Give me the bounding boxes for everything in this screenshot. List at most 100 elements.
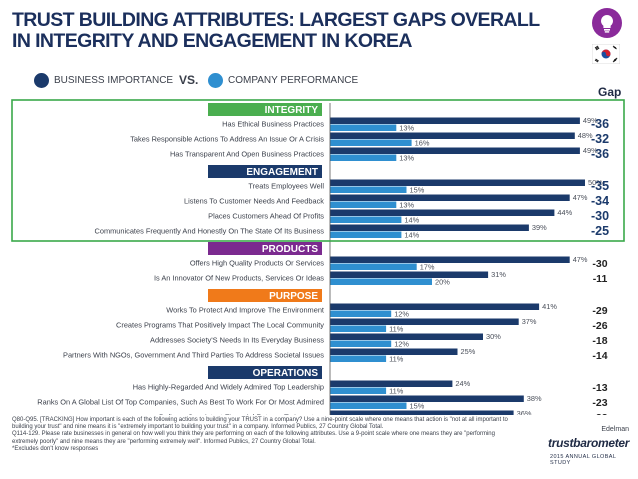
performance-value-label: 15% <box>410 401 425 410</box>
gap-value: -14 <box>592 350 607 362</box>
performance-bar <box>330 325 387 332</box>
performance-bar <box>330 278 432 285</box>
highlight-box <box>11 99 625 242</box>
performance-bar <box>330 387 387 394</box>
importance-value-label: 49% <box>583 146 598 155</box>
gap-value: -29 <box>592 305 607 317</box>
vs-label: VS. <box>179 73 199 87</box>
category-header-label: OPERATIONS <box>253 368 319 379</box>
performance-bar <box>330 139 412 146</box>
category-header-integrity <box>208 103 322 116</box>
attribute-label: Has Highly-Regarded And Widely Admired T… <box>133 383 324 392</box>
importance-legend-label: BUSINESS IMPORTANCE <box>54 75 174 86</box>
edelman-trustbarometer-logo: Edelman trustbarometer 2015 ANNUAL GLOBA… <box>548 424 633 474</box>
category-header-purpose <box>208 289 322 302</box>
importance-legend-dot <box>34 73 49 88</box>
category-header-label: PRODUCTS <box>262 244 318 255</box>
gap-value: -30 <box>591 209 609 223</box>
attribute-label: Delivers Consistent Financial Returns To… <box>159 413 324 416</box>
performance-bar <box>330 231 402 238</box>
importance-bar <box>330 410 514 415</box>
footnote: Q80-Q95. [TRACKING] How important is eac… <box>12 417 522 453</box>
performance-value-label: 17% <box>420 262 435 271</box>
performance-bar <box>330 201 397 208</box>
attribute-label: Ranks On A Global List Of Top Companies,… <box>37 398 324 407</box>
gap-value: -18 <box>592 335 607 347</box>
performance-value-label: 14% <box>404 230 419 239</box>
bar-chart: INTEGRITY Has Ethical Business Practices 4… <box>11 99 625 416</box>
performance-value-label: 12% <box>394 339 409 348</box>
attribute-label: Is An Innovator Of New Products, Service… <box>154 274 324 283</box>
category-header-label: PURPOSE <box>269 291 318 302</box>
korea-flag-icon <box>591 43 621 65</box>
importance-value-label: 25% <box>461 347 476 356</box>
importance-value-label: 36% <box>517 409 532 415</box>
gap-value: -30 <box>592 258 607 270</box>
performance-bar <box>330 340 392 347</box>
performance-value-label: 11% <box>389 324 404 333</box>
performance-bar <box>330 263 417 270</box>
gap-value: -22 <box>592 412 607 415</box>
importance-bar <box>330 348 458 355</box>
gap-value: -25 <box>591 224 609 238</box>
performance-value-label: 13% <box>399 200 414 209</box>
attribute-label: Partners With NGOs, Government And Third… <box>63 351 324 360</box>
gap-value: -34 <box>591 194 609 208</box>
category-header-engagement <box>208 165 322 178</box>
lightbulb-icon <box>592 8 622 38</box>
category-header-label: INTEGRITY <box>265 105 319 116</box>
performance-value-label: 11% <box>389 386 404 395</box>
performance-value-label: 16% <box>415 138 430 147</box>
importance-value-label: 48% <box>578 131 593 140</box>
gap-value: -36 <box>591 117 609 131</box>
category-header-operations <box>208 366 322 379</box>
attribute-label: Has Ethical Business Practices <box>222 120 324 129</box>
importance-bar <box>330 256 570 263</box>
importance-bar <box>330 303 540 310</box>
performance-bar <box>330 186 407 193</box>
footnote-line: Q114-129. Please rate businesses in gene… <box>12 431 495 445</box>
importance-bar <box>330 380 453 387</box>
footnote-line: *Excludes don't know responses <box>12 445 99 452</box>
importance-bar <box>330 117 580 124</box>
gap-value: -13 <box>592 382 607 394</box>
gap-value: -35 <box>591 179 609 193</box>
attribute-label: Takes Responsible Actions To Address An … <box>130 135 324 144</box>
performance-value-label: 13% <box>399 153 414 162</box>
footnote-line: Q80-Q95. [TRACKING] How important is eac… <box>12 417 508 431</box>
attribute-label: Listens To Customer Needs And Feedback <box>184 197 324 206</box>
performance-value-label: 14% <box>404 215 419 224</box>
importance-value-label: 39% <box>532 223 547 232</box>
performance-value-label: 15% <box>410 185 425 194</box>
performance-value-label: 11% <box>389 354 404 363</box>
gap-value: -36 <box>591 147 609 161</box>
importance-bar <box>330 271 489 278</box>
importance-value-label: 47% <box>573 193 588 202</box>
logo-brand-text: trustbarometer <box>548 436 630 450</box>
importance-bar <box>330 179 585 186</box>
performance-bar <box>330 154 397 161</box>
importance-value-label: 49% <box>583 116 598 125</box>
logo-subtitle: 2015 ANNUAL GLOBAL STUDY <box>550 454 617 466</box>
performance-value-label: 13% <box>399 123 414 132</box>
attribute-label: Has Transparent And Open Business Practi… <box>170 150 324 159</box>
gap-column-header: Gap <box>598 85 622 99</box>
importance-bar <box>330 333 483 340</box>
performance-legend-dot <box>208 73 223 88</box>
importance-value-label: 47% <box>573 255 588 264</box>
performance-bar <box>330 355 387 362</box>
importance-bar <box>330 132 575 139</box>
importance-bar <box>330 395 524 402</box>
gap-value: -11 <box>593 273 608 285</box>
performance-bar <box>330 216 402 223</box>
performance-value-label: 20% <box>435 277 450 286</box>
category-header-products <box>208 242 322 255</box>
importance-value-label: 30% <box>486 332 501 341</box>
attribute-label: Addresses Society'S Needs In Its Everyda… <box>150 336 324 345</box>
performance-value-label: 12% <box>394 309 409 318</box>
performance-bar <box>330 310 392 317</box>
importance-value-label: 37% <box>522 317 537 326</box>
importance-bar <box>330 209 555 216</box>
performance-legend-label: COMPANY PERFORMANCE <box>228 75 359 86</box>
attribute-label: Offers High Quality Products Or Services <box>190 259 324 268</box>
